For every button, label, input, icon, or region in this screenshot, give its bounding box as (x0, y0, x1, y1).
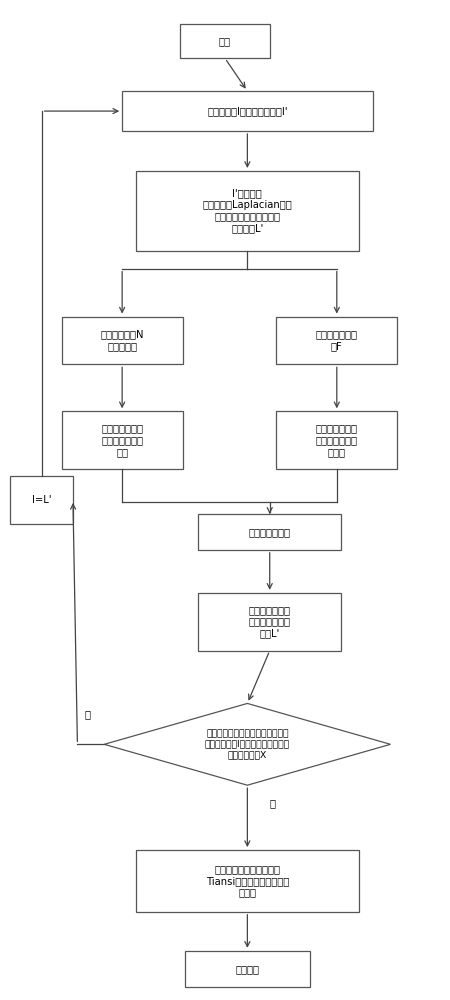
FancyBboxPatch shape (62, 317, 183, 364)
FancyBboxPatch shape (180, 24, 270, 58)
FancyBboxPatch shape (10, 476, 73, 524)
Text: 设计精细结构模
型F: 设计精细结构模 型F (316, 330, 358, 351)
FancyBboxPatch shape (62, 411, 183, 469)
Text: 利用分数微分的归整后的
Tiansi算子进行图像边缘增
强处理: 利用分数微分的归整后的 Tiansi算子进行图像边缘增 强处理 (206, 864, 289, 898)
Text: I'放大后与
与改进后的Laplacian算子
进行卷积、去负值、恢复
处理得到L': I'放大后与 与改进后的Laplacian算子 进行卷积、去负值、恢复 处理得到… (202, 188, 292, 233)
FancyBboxPatch shape (122, 91, 373, 131)
Text: 对原始图像I进行子采样得到I': 对原始图像I进行子采样得到I' (207, 106, 288, 116)
Text: 否: 否 (270, 798, 276, 808)
FancyBboxPatch shape (198, 514, 341, 550)
FancyBboxPatch shape (185, 951, 310, 987)
FancyBboxPatch shape (276, 411, 397, 469)
Polygon shape (104, 703, 391, 785)
Text: I=L': I=L' (32, 495, 51, 505)
Text: 判断已识别出来的宇宙射线像素数
量与原始图像I总像素数量的比值是
否小于或等于X: 判断已识别出来的宇宙射线像素数 量与原始图像I总像素数量的比值是 否小于或等于X (205, 729, 290, 759)
FancyBboxPatch shape (276, 317, 397, 364)
Text: 识别出宇宙射线: 识别出宇宙射线 (249, 527, 291, 537)
FancyBboxPatch shape (135, 850, 359, 912)
Text: 是: 是 (85, 709, 91, 719)
Text: 设定阈值，识别
宇宙射线和大亮
星体: 设定阈值，识别 宇宙射线和大亮 星体 (101, 424, 143, 457)
FancyBboxPatch shape (198, 593, 341, 651)
Text: 开始: 开始 (219, 36, 231, 46)
FancyBboxPatch shape (135, 171, 359, 251)
Text: 设定阈值，识别
宇宙射线和点光
源星体: 设定阈值，识别 宇宙射线和点光 源星体 (316, 424, 358, 457)
Text: 输出图像: 输出图像 (235, 964, 259, 974)
Text: 采用中值滤波消
除宇宙射线得到
图像L': 采用中值滤波消 除宇宙射线得到 图像L' (249, 605, 291, 638)
Text: 利用噪声模型N
计算信噪比: 利用噪声模型N 计算信噪比 (100, 330, 144, 351)
